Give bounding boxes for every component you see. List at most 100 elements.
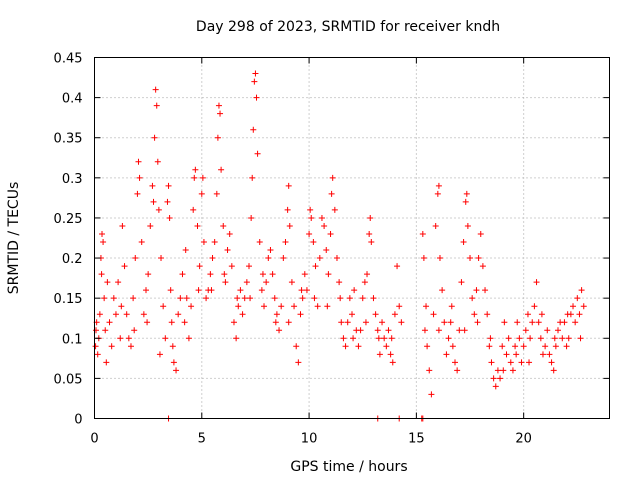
data-point <box>333 255 340 262</box>
data-point <box>501 319 508 326</box>
data-point <box>336 279 343 286</box>
data-point <box>428 391 435 398</box>
data-point <box>467 255 474 262</box>
chart-title: Day 298 of 2023, SRMTID for receiver knd… <box>196 19 500 35</box>
data-point <box>215 102 222 109</box>
data-point <box>432 222 439 229</box>
data-point <box>168 319 175 326</box>
data-point <box>514 319 521 326</box>
data-point <box>221 271 228 278</box>
data-point <box>548 359 555 366</box>
data-point <box>338 319 345 326</box>
data-point <box>563 343 570 350</box>
data-point <box>115 279 122 286</box>
data-point <box>324 303 331 310</box>
y-tick-label: 0.45 <box>54 52 83 67</box>
x-axis-label: GPS time / hours <box>290 459 407 475</box>
y-tick-labels: 0 0.05 0.1 0.15 0.2 0.25 0.3 0.35 0.4 0.45 <box>54 52 83 428</box>
data-point <box>194 222 201 229</box>
x-tick-label: 15 <box>408 432 425 447</box>
data-point <box>100 239 107 246</box>
data-point <box>529 319 536 326</box>
data-point <box>423 303 430 310</box>
y-tick-label: 0.35 <box>54 132 83 147</box>
data-point <box>487 335 494 342</box>
data-point <box>445 335 452 342</box>
data-point <box>267 247 274 254</box>
data-point <box>209 255 216 262</box>
data-point <box>117 335 124 342</box>
data-point <box>555 327 561 334</box>
data-point <box>203 295 210 302</box>
data-point <box>574 295 581 302</box>
data-point <box>551 335 558 342</box>
data-point <box>469 295 476 302</box>
data-point <box>578 287 585 294</box>
data-point <box>200 239 207 246</box>
data-point <box>226 230 233 237</box>
data-point <box>435 327 442 334</box>
data-point <box>228 263 235 270</box>
data-point <box>144 319 151 326</box>
gridlines <box>94 57 610 419</box>
data-point <box>278 303 285 310</box>
data-point <box>513 351 520 358</box>
data-point <box>276 327 283 334</box>
data-point <box>155 206 162 213</box>
data-point <box>340 335 347 342</box>
data-point <box>307 206 314 213</box>
data-point <box>110 295 117 302</box>
x-tick-label: 10 <box>301 432 318 447</box>
data-point <box>121 263 128 270</box>
data-point <box>196 263 203 270</box>
data-point <box>145 271 152 278</box>
data-point <box>512 343 519 350</box>
data-point <box>372 311 379 318</box>
data-point <box>516 335 523 342</box>
data-point <box>247 295 254 302</box>
data-point <box>329 174 336 181</box>
data-point <box>130 295 137 302</box>
data-point <box>434 190 441 197</box>
data-point <box>285 319 292 326</box>
data-point <box>254 150 261 157</box>
data-point <box>207 271 214 278</box>
data-point <box>447 319 454 326</box>
data-point <box>452 359 458 366</box>
data-point <box>318 214 325 221</box>
data-point <box>475 255 482 262</box>
data-point <box>449 343 456 350</box>
data-point <box>331 206 338 213</box>
data-point <box>314 303 321 310</box>
y-tick-label: 0.2 <box>62 252 83 267</box>
data-point <box>271 295 278 302</box>
data-point <box>243 279 250 286</box>
data-point <box>258 287 265 294</box>
data-point <box>183 295 190 302</box>
data-point <box>102 327 109 334</box>
data-point <box>379 319 386 326</box>
data-point <box>153 102 160 109</box>
data-point <box>492 383 499 390</box>
data-point <box>94 351 101 358</box>
data-point <box>299 295 306 302</box>
data-point <box>419 230 426 237</box>
data-point <box>524 311 531 318</box>
data-point <box>463 190 470 197</box>
data-point <box>175 311 182 318</box>
data-point <box>191 174 198 181</box>
data-point <box>564 311 571 318</box>
data-point <box>208 287 215 294</box>
data-point <box>342 343 349 350</box>
data-point <box>192 166 199 173</box>
y-tick-label: 0 <box>74 413 82 428</box>
data-point <box>484 311 491 318</box>
data-point <box>103 359 110 366</box>
data-point <box>104 279 111 286</box>
plot-area-border <box>94 57 610 419</box>
data-point <box>164 198 171 205</box>
data-point <box>464 222 471 229</box>
data-point <box>500 367 507 374</box>
data-point <box>337 295 344 302</box>
data-point <box>217 110 224 117</box>
